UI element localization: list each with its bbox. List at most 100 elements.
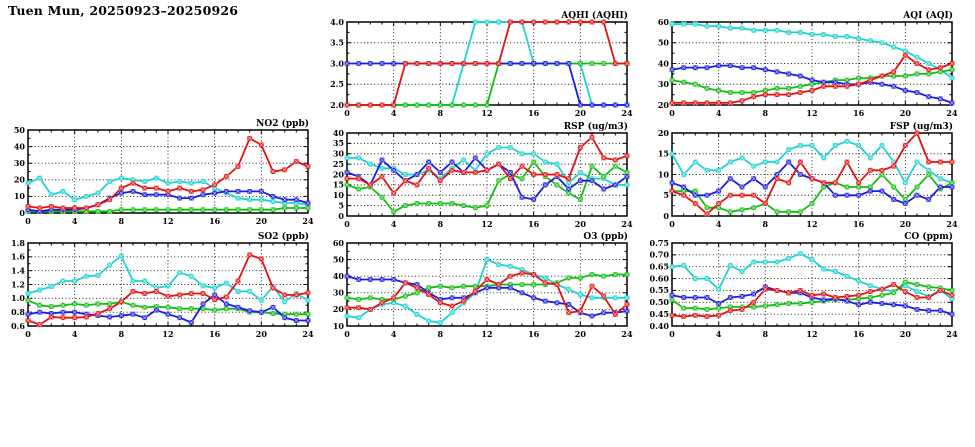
x-tick-label: 0	[669, 219, 675, 229]
x-tick-label: 12	[162, 329, 173, 339]
y-tick-label: 40	[333, 271, 345, 281]
y-tick-label: 30	[658, 79, 670, 89]
y-tick-label: 0.45	[650, 309, 669, 319]
x-tick-label: 24	[302, 216, 314, 226]
x-tick-label: 16	[209, 216, 221, 226]
chart-o3-title: O3 (ppb)	[583, 232, 628, 242]
x-tick-label: 8	[763, 108, 769, 118]
x-tick-label: 20	[256, 216, 268, 226]
co-series-red-markers	[669, 281, 955, 320]
x-tick-label: 16	[528, 219, 540, 229]
x-tick-label: 4	[72, 216, 78, 226]
fsp-series-red-markers	[669, 130, 955, 217]
y-tick-label: 50	[333, 254, 345, 264]
x-tick-label: 0	[669, 108, 675, 118]
chart-co: 0.40 0.45 0.50 0.55 0.60 0.65 0.70 0.75 0 4 8 12 16 2…	[644, 231, 958, 343]
x-tick-label: 24	[946, 329, 958, 339]
chart-aqhi-title: AQHI (AQHI)	[561, 11, 628, 21]
chart-no2-title: NO2 (ppb)	[256, 119, 309, 129]
y-tick-label: 20	[333, 304, 345, 314]
chart-rsp-title: RSP (ug/m3)	[563, 122, 628, 132]
y-tick-label: 15	[333, 180, 344, 190]
x-tick-label: 4	[391, 219, 397, 229]
x-tick-label: 12	[481, 108, 492, 118]
chart-so2-plot: 0.6 0.8 1.0 1.2 1.4 1.6 1.8 0 4 8 12 16 20 24	[11, 238, 314, 339]
chart-no2-plot: 0 10 20 30 40 50 0 4 8 12 16 20 24	[14, 125, 314, 226]
y-tick-label: 40	[14, 141, 26, 151]
y-tick-label: 50	[658, 38, 670, 48]
y-tick-label: 0.65	[650, 262, 669, 272]
no2-series-red-markers	[25, 135, 311, 211]
x-tick-label: 12	[806, 108, 817, 118]
x-tick-label: 16	[528, 108, 540, 118]
chart-fsp-title: FSP (ug/m3)	[889, 122, 953, 132]
y-tick-label: 60	[658, 17, 670, 27]
x-tick-label: 12	[481, 329, 492, 339]
rsp-series-red-markers	[344, 134, 630, 196]
o3-series-red-markers	[344, 270, 630, 317]
x-tick-label: 20	[575, 329, 587, 339]
y-tick-label: 1.0	[11, 293, 25, 303]
x-tick-label: 4	[72, 329, 78, 339]
y-tick-label: 50	[14, 125, 26, 135]
y-tick-label: 3.0	[330, 58, 344, 68]
x-tick-label: 0	[25, 329, 31, 339]
chart-aqhi-plot: 2.0 2.5 3.0 3.5 4.0 0 4 8 12 16 20 24	[330, 17, 633, 118]
so2-series-blue-markers	[25, 292, 311, 326]
chart-no2: 0 10 20 30 40 50 0 4 8 12 16 20 24 NO2 (ppb)	[0, 118, 314, 230]
y-tick-label: 25	[333, 159, 344, 169]
x-tick-label: 4	[391, 108, 397, 118]
y-tick-label: 3.5	[330, 38, 344, 48]
y-tick-label: 1.2	[11, 279, 25, 289]
y-tick-label: 10	[14, 191, 26, 201]
fsp-series-blue-line	[671, 161, 952, 205]
x-tick-label: 8	[763, 219, 769, 229]
chart-co-plot: 0.40 0.45 0.50 0.55 0.600.65 0.70 0.75 0 4 8 12 16 2…	[650, 238, 958, 339]
x-tick-label: 0	[344, 108, 350, 118]
x-tick-label: 12	[806, 329, 817, 339]
x-tick-label: 8	[763, 329, 769, 339]
aqi-series-red-markers	[669, 52, 955, 106]
y-tick-label: 30	[333, 149, 345, 159]
y-tick-label: 1.8	[11, 238, 25, 248]
x-tick-label: 24	[946, 219, 958, 229]
y-tick-label: 1.4	[11, 265, 25, 275]
x-tick-label: 20	[900, 219, 912, 229]
chart-fsp-plot: 0 5 10 15 20 0 4 8 12 16 20 24	[658, 128, 958, 229]
so2-series-green-markers	[25, 297, 311, 317]
y-tick-label: 0.55	[650, 285, 669, 295]
x-tick-label: 12	[806, 219, 817, 229]
x-tick-label: 16	[853, 219, 865, 229]
y-tick-label: 1.6	[11, 252, 25, 262]
x-tick-label: 16	[528, 329, 540, 339]
so2-series-red-markers	[25, 252, 311, 328]
x-tick-label: 4	[716, 219, 722, 229]
y-tick-label: 0	[663, 211, 669, 221]
x-tick-label: 8	[438, 329, 444, 339]
y-tick-label: 0	[338, 211, 344, 221]
x-tick-label: 12	[481, 219, 492, 229]
y-tick-label: 35	[333, 138, 344, 148]
y-tick-label: 10	[333, 190, 345, 200]
x-tick-label: 20	[900, 329, 912, 339]
aqi-series-blue-markers	[669, 63, 955, 106]
aqi-series-cyan-markers	[669, 21, 955, 81]
y-tick-label: 0.50	[650, 297, 670, 307]
x-tick-label: 4	[716, 329, 722, 339]
chart-aqhi: 2.0 2.5 3.0 3.5 4.0 0 4 8 12 16 20 24 AQHI (AQHI)	[319, 10, 633, 122]
chart-co-title: CO (ppm)	[904, 232, 953, 242]
y-tick-label: 0	[19, 208, 25, 218]
y-tick-label: 10	[333, 321, 345, 331]
chart-aqi-title: AQI (AQI)	[903, 11, 953, 21]
y-tick-label: 40	[658, 58, 670, 68]
y-tick-label: 30	[14, 158, 26, 168]
y-tick-label: 0.70	[650, 250, 670, 260]
chart-fsp: 0 5 10 15 20 0 4 8 12 16 20 24 FSP (ug/m3)	[644, 121, 958, 233]
aqhi-series-red-markers	[344, 19, 630, 108]
x-tick-label: 0	[25, 216, 31, 226]
y-tick-label: 2.0	[330, 100, 344, 110]
fsp-series-blue-markers	[669, 159, 955, 207]
x-tick-label: 8	[119, 216, 125, 226]
y-tick-label: 60	[333, 238, 345, 248]
